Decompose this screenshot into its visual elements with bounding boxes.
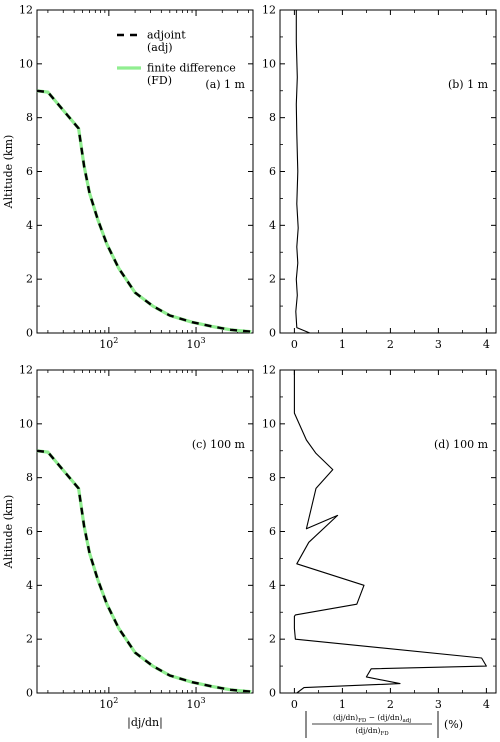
series-line [295,10,311,334]
legend-label: finite difference [147,62,236,75]
y-tick-label: 10 [262,417,276,430]
series-line [36,449,252,694]
legend-label-sub: (adj) [147,41,173,54]
y-tick-label: 6 [26,525,33,538]
plot-frame [36,369,254,694]
x-axis-label: (dj/dn)FD − (dj/dn)adj (dj/dn)FD (%) [305,711,463,738]
y-tick-label: 12 [19,364,33,377]
panel-annotation: (b) 1 m [448,78,489,91]
x-tick-label: 1 [339,698,346,711]
panel-c: 0 2 4 6 8 10 12 102 103 (c) 100 m Altitude (km) |dj… [2,364,254,730]
y-tick-label: 0 [26,327,33,340]
legend-label-sub: (FD) [147,74,172,87]
y-axis-label: Altitude (km) [2,495,15,570]
x-tick-label: 1 [339,338,346,351]
series-line [36,449,252,693]
y-tick-label: 2 [26,633,33,646]
legend-label: adjoint [147,29,186,42]
x-tick-label: 103 [186,336,205,351]
y-tick-label: 0 [269,687,276,700]
y-tick-label: 12 [262,4,276,17]
y-tick-label: 8 [269,471,276,484]
panel-annotation: (c) 100 m [192,438,246,451]
x-tick-label: 4 [483,698,490,711]
label-numerator: (dj/dn)FD − (dj/dn)adj [333,713,411,724]
panel-a: 0 2 4 6 8 10 12 102 103 (a) 1 m Altitude (km) adjoi… [2,4,254,351]
x-tick-label: 0 [291,338,298,351]
y-tick-label: 12 [19,4,33,17]
x-tick-label: 4 [483,338,490,351]
label-denominator: (dj/dn)FD [355,726,389,737]
plot-frame [279,9,497,334]
y-tick-label: 10 [19,417,33,430]
y-tick-label: 2 [269,273,276,286]
series-line [36,89,252,333]
y-tick-label: 0 [26,687,33,700]
x-tick-label: 2 [387,698,394,711]
x-tick-label: 102 [99,336,118,351]
x-tick-label: 3 [435,338,442,351]
x-axis-label: |dj/dn| [127,716,163,730]
y-tick-label: 2 [269,633,276,646]
y-tick-label: 6 [26,165,33,178]
x-tick-label: 0 [291,698,298,711]
y-tick-label: 6 [269,525,276,538]
y-tick-label: 12 [262,364,276,377]
x-tick-label: 3 [435,698,442,711]
y-tick-label: 8 [26,111,33,124]
series-line [293,370,487,694]
panel-annotation: (a) 1 m [205,78,245,91]
panel-annotation: (d) 100 m [434,438,489,451]
label-unit: (%) [444,718,463,731]
y-tick-label: 2 [26,273,33,286]
plot-frame [36,9,254,334]
y-axis-label: Altitude (km) [2,135,15,210]
y-tick-label: 4 [269,219,276,232]
y-tick-label: 0 [269,327,276,340]
y-tick-label: 10 [262,57,276,70]
y-tick-label: 4 [269,579,276,592]
x-tick-label: 102 [99,696,118,711]
y-tick-label: 4 [26,579,33,592]
y-tick-label: 8 [269,111,276,124]
plot-frame [279,369,497,694]
y-tick-label: 6 [269,165,276,178]
x-tick-label: 103 [186,696,205,711]
y-tick-label: 10 [19,57,33,70]
series-line [36,89,252,334]
y-tick-label: 4 [26,219,33,232]
x-tick-label: 2 [387,338,394,351]
y-tick-label: 8 [26,471,33,484]
